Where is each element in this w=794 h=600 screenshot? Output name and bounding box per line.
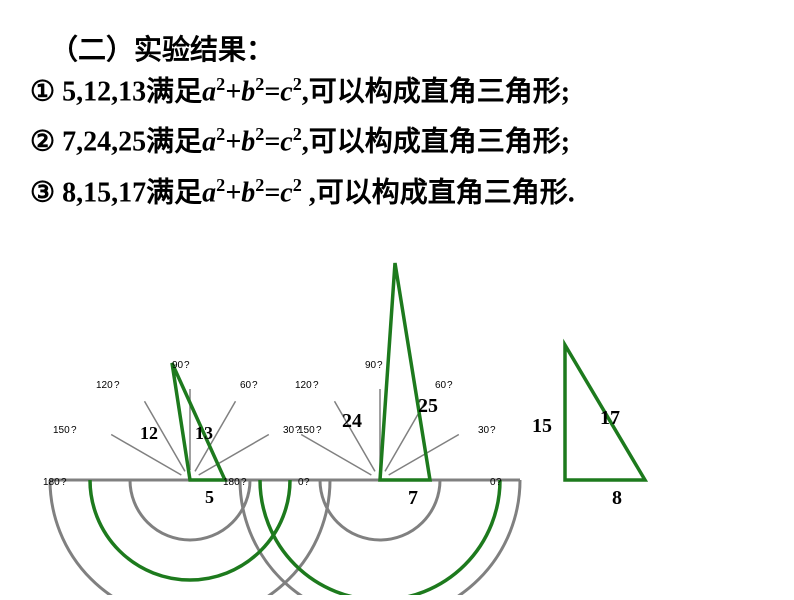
num-label-label: 15 [532, 415, 552, 438]
line-3: ③ 8,15,17满足a2+b2=c2 ,可以构成直角三角形. [30, 165, 790, 213]
angle-label-label: 120 [295, 380, 312, 391]
diagram-area: 180?150?120?90?60?30?0?180?150?120?90?60… [0, 255, 794, 595]
angle-unit: ? [490, 425, 496, 436]
angle-unit: ? [241, 477, 247, 488]
angle-label-label: 150 [53, 425, 70, 436]
num-label-label: 8 [612, 487, 622, 510]
num-label-label: 7 [408, 487, 418, 510]
angle-unit: ? [61, 477, 67, 488]
angle-label-label: 180 [43, 477, 60, 488]
heading-text: （二）实验结果： [50, 28, 274, 68]
experiment-lines: ① 5,12,13满足a2+b2=c2,可以构成直角三角形;② 7,24,25满… [30, 64, 790, 215]
num-label-label: 25 [418, 395, 438, 418]
angle-unit: ? [377, 360, 383, 371]
diagram-svg [0, 255, 794, 595]
angle-unit: ? [252, 380, 258, 391]
num-label-label: 17 [600, 407, 620, 430]
angle-unit: ? [316, 425, 322, 436]
angle-label-label: 90 [365, 360, 376, 371]
angle-unit: ? [447, 380, 453, 391]
num-label-label: 13 [195, 423, 213, 444]
angle-label-label: 0 [298, 477, 304, 488]
angle-unit: ? [304, 477, 310, 488]
angle-label-label: 30 [478, 425, 489, 436]
angle-label-label: 180 [223, 477, 240, 488]
line-2: ② 7,24,25满足a2+b2=c2,可以构成直角三角形; [30, 114, 790, 162]
angle-label-label: 60 [435, 380, 446, 391]
angle-label-label: 90 [172, 360, 183, 371]
num-label-label: 24 [342, 410, 362, 433]
angle-label-label: 0 [490, 477, 496, 488]
angle-label-label: 150 [298, 425, 315, 436]
angle-unit: ? [71, 425, 77, 436]
angle-unit: ? [114, 380, 120, 391]
angle-unit: ? [313, 380, 319, 391]
num-label-label: 5 [205, 487, 214, 508]
angle-label-label: 120 [96, 380, 113, 391]
num-label-label: 12 [140, 423, 158, 444]
line-1: ① 5,12,13满足a2+b2=c2,可以构成直角三角形; [30, 64, 790, 112]
angle-unit: ? [496, 477, 502, 488]
angle-unit: ? [184, 360, 190, 371]
angle-label-label: 30 [283, 425, 294, 436]
angle-label-label: 60 [240, 380, 251, 391]
